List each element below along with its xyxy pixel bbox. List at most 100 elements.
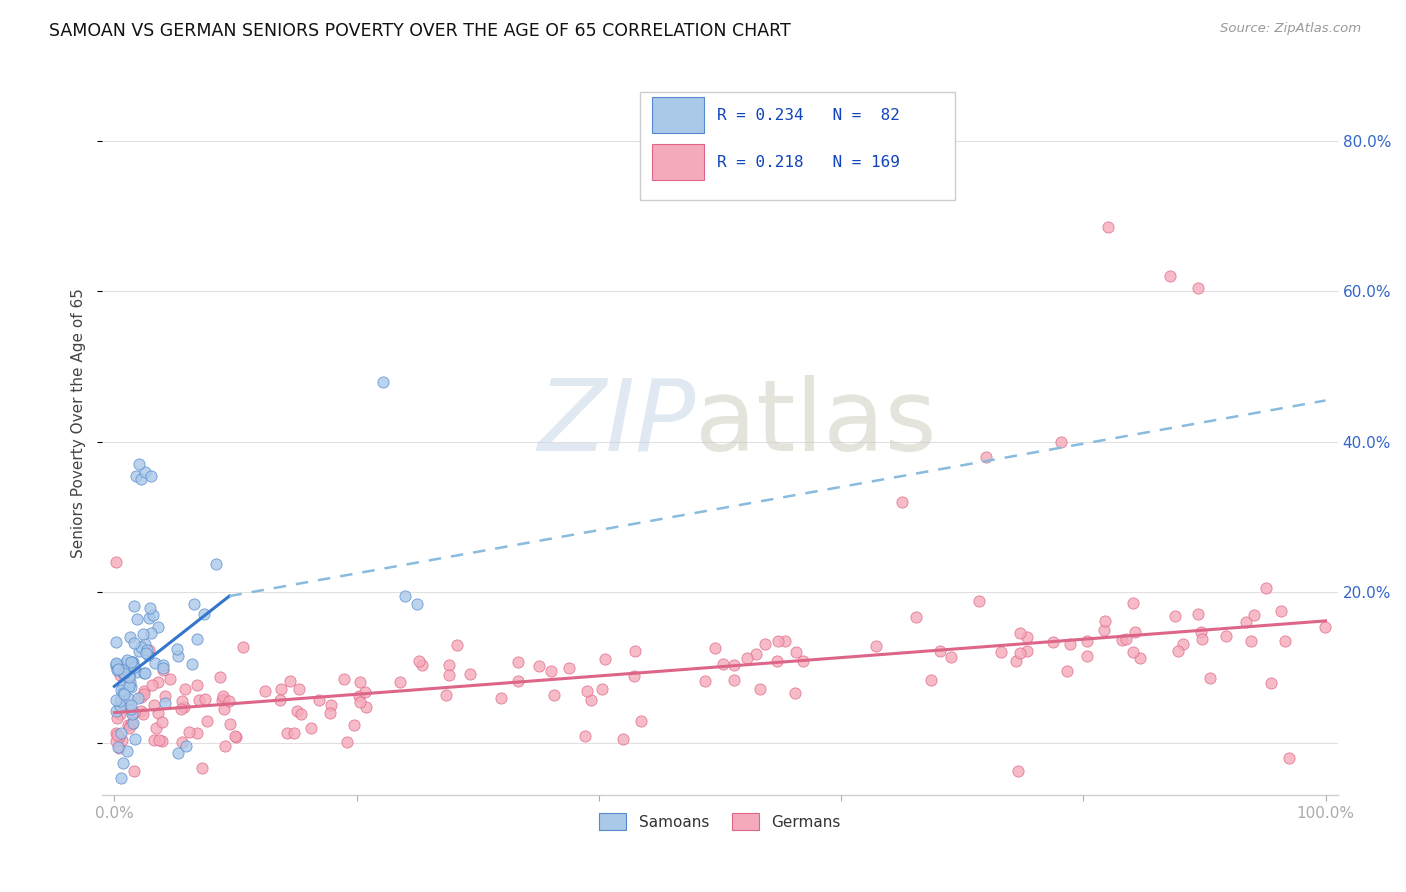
Point bbox=[506, 673, 529, 688]
Point bbox=[143, 733, 166, 747]
Point bbox=[134, 665, 156, 680]
Point bbox=[205, 557, 228, 571]
Point bbox=[939, 650, 962, 665]
Point bbox=[1122, 596, 1144, 610]
Point bbox=[353, 685, 375, 699]
Point bbox=[1092, 624, 1115, 638]
Point bbox=[105, 635, 128, 649]
Point bbox=[120, 675, 142, 690]
Point bbox=[152, 663, 174, 677]
Point bbox=[408, 654, 430, 668]
Point bbox=[904, 610, 927, 624]
Point bbox=[540, 664, 562, 678]
Point bbox=[118, 692, 141, 706]
Point bbox=[283, 726, 305, 740]
Point bbox=[128, 458, 150, 472]
Point bbox=[211, 693, 233, 707]
Point bbox=[186, 632, 208, 646]
Point bbox=[193, 607, 215, 621]
Point bbox=[1189, 624, 1212, 639]
Point bbox=[118, 721, 141, 735]
Point bbox=[394, 589, 416, 603]
Point bbox=[349, 674, 371, 689]
Point bbox=[148, 706, 170, 720]
Point bbox=[121, 715, 143, 730]
Point bbox=[595, 652, 617, 666]
Point bbox=[792, 654, 814, 668]
Point bbox=[105, 734, 128, 748]
Point bbox=[1094, 614, 1116, 628]
Point bbox=[591, 682, 613, 697]
Point bbox=[129, 473, 152, 487]
Point bbox=[146, 620, 169, 634]
Point bbox=[218, 716, 240, 731]
Point bbox=[134, 683, 156, 698]
Point bbox=[190, 761, 212, 775]
Point bbox=[693, 673, 716, 688]
Point bbox=[308, 693, 330, 707]
Point bbox=[579, 693, 602, 707]
Point bbox=[138, 611, 160, 625]
Point bbox=[141, 678, 163, 692]
Point bbox=[1313, 620, 1336, 634]
Point bbox=[112, 678, 135, 692]
Point bbox=[1270, 604, 1292, 618]
Point bbox=[120, 698, 142, 713]
Point bbox=[1199, 671, 1222, 685]
Point bbox=[630, 714, 652, 728]
Point bbox=[122, 706, 145, 721]
Point bbox=[276, 726, 298, 740]
Point bbox=[120, 630, 142, 644]
FancyBboxPatch shape bbox=[652, 97, 704, 133]
Point bbox=[129, 640, 152, 654]
Point bbox=[142, 607, 165, 622]
Point bbox=[167, 648, 190, 663]
Point bbox=[208, 670, 231, 684]
Point bbox=[104, 693, 127, 707]
Point bbox=[711, 657, 734, 671]
Point bbox=[115, 662, 138, 676]
Point bbox=[152, 733, 174, 747]
Point bbox=[115, 656, 138, 670]
Point bbox=[623, 669, 645, 683]
Point bbox=[1111, 632, 1133, 647]
Point bbox=[152, 661, 174, 675]
Point bbox=[527, 659, 550, 673]
Point bbox=[122, 660, 145, 674]
Point bbox=[754, 637, 776, 651]
Point bbox=[108, 741, 131, 756]
Point bbox=[121, 706, 143, 721]
Point bbox=[623, 644, 645, 658]
Point bbox=[458, 667, 481, 681]
FancyBboxPatch shape bbox=[640, 92, 955, 200]
Point bbox=[129, 704, 152, 718]
Point bbox=[186, 725, 208, 739]
Point bbox=[285, 704, 308, 718]
Point bbox=[389, 674, 412, 689]
Point bbox=[153, 696, 176, 710]
Point bbox=[928, 644, 950, 658]
Point bbox=[489, 690, 512, 705]
Point bbox=[112, 667, 135, 681]
Point bbox=[865, 640, 887, 654]
Point bbox=[1243, 607, 1265, 622]
Point bbox=[748, 681, 770, 696]
Point bbox=[183, 598, 205, 612]
Point bbox=[446, 638, 468, 652]
Point bbox=[115, 658, 138, 673]
Point bbox=[1050, 434, 1073, 449]
Point bbox=[1240, 634, 1263, 648]
Point bbox=[186, 678, 208, 692]
Point bbox=[1007, 764, 1029, 778]
Point bbox=[411, 657, 433, 672]
Legend: Samoans, Germans: Samoans, Germans bbox=[593, 807, 846, 836]
Point bbox=[723, 673, 745, 687]
Point bbox=[288, 681, 311, 696]
Point bbox=[110, 771, 132, 785]
Point bbox=[110, 699, 132, 714]
Point bbox=[188, 692, 211, 706]
Point bbox=[1017, 630, 1039, 644]
Point bbox=[194, 692, 217, 706]
Point bbox=[1173, 637, 1195, 651]
Point bbox=[111, 756, 134, 770]
